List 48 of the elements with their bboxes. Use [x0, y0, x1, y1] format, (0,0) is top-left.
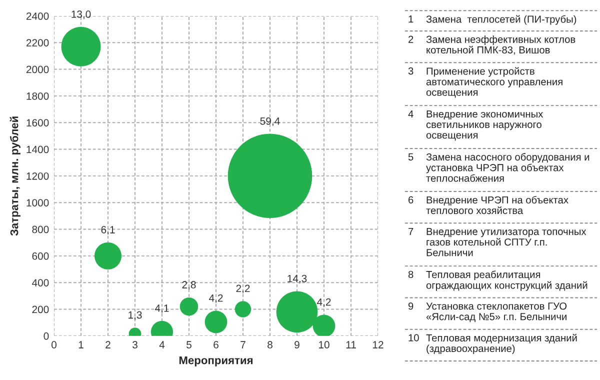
data-label: 2,8: [182, 281, 196, 290]
x-tick-label: 9: [294, 341, 300, 348]
y-tick-label: 200: [32, 306, 49, 314]
data-label: 2,2: [236, 284, 250, 294]
y-tick-label: 1800: [26, 92, 49, 100]
data-label: 14,3: [288, 274, 307, 284]
text: 6 Внедрение ЧРЭП на объектах теплового хозяйства: [408, 196, 568, 214]
x-tick-label: 7: [240, 341, 246, 348]
x-tick-label: 2: [106, 341, 110, 348]
text: 7 Внедрение утилизатора топочных газов котельной СПТУ г.п. Белыничи: [408, 228, 586, 256]
data-label: 4,2: [317, 298, 331, 307]
x-tick-label: 3: [132, 341, 138, 348]
y-tick-label: 2200: [26, 39, 49, 46]
y-tick-label: 0: [44, 332, 49, 340]
x-tick-label: 12: [373, 341, 384, 348]
text: 9 Установка стеклопакетов ГУО «Ясли-сад №5» г.п. Белыничи: [408, 302, 567, 322]
x-tick-label: 6: [214, 341, 218, 348]
y-tick-label: 1600: [26, 119, 49, 126]
y-tick-label: 1000: [26, 199, 49, 206]
data-label: 4,2: [209, 294, 223, 303]
x-axis-title: Мероприятия: [179, 356, 253, 366]
y-tick-label: 2000: [26, 66, 49, 74]
y-tick-label: 800: [32, 226, 49, 234]
x-tick-label: 10: [319, 341, 330, 348]
x-tick-label: 8: [268, 341, 272, 348]
data-label: 1,3: [128, 311, 142, 320]
y-tick-label: 400: [32, 279, 49, 286]
text: 4 Внедрение экономичных светильников наружного освещения: [408, 110, 544, 141]
data-label: 59,4: [260, 117, 280, 126]
text: 2 Замена неэффективных котлов котельной ПМК-83, Вишов: [408, 36, 576, 55]
text: 10 Тепловая модернизация зданий (здравоохранение): [408, 334, 577, 354]
x-tick-label: 1: [78, 341, 84, 348]
text: 1 Замена теплосетей (ПИ-трубы): [408, 15, 576, 25]
x-tick-label: 5: [186, 341, 192, 348]
data-label: 6,1: [101, 226, 115, 235]
text: 3 Применение устройств автоматического управления освещения: [408, 67, 562, 98]
y-tick-label: 1200: [26, 172, 49, 180]
y-tick-label: 600: [32, 252, 49, 260]
y-tick-label: 1400: [26, 146, 49, 154]
data-label: 13,0: [72, 10, 91, 20]
y-axis-title: Затраты, млн. рублей: [10, 116, 20, 236]
data-label: 4,1: [155, 304, 169, 314]
x-tick-label: 11: [346, 341, 356, 348]
x-tick-label: 0: [52, 341, 56, 348]
text: 8 Тепловая реабилитация ограждающих конструкций зданий: [408, 270, 588, 291]
x-tick-label: 4: [159, 341, 165, 348]
text: 5 Замена насосного оборудования и установка ЧРЭП на объектах теплоснабжения: [408, 153, 590, 182]
y-tick-label: 2400: [26, 12, 49, 20]
